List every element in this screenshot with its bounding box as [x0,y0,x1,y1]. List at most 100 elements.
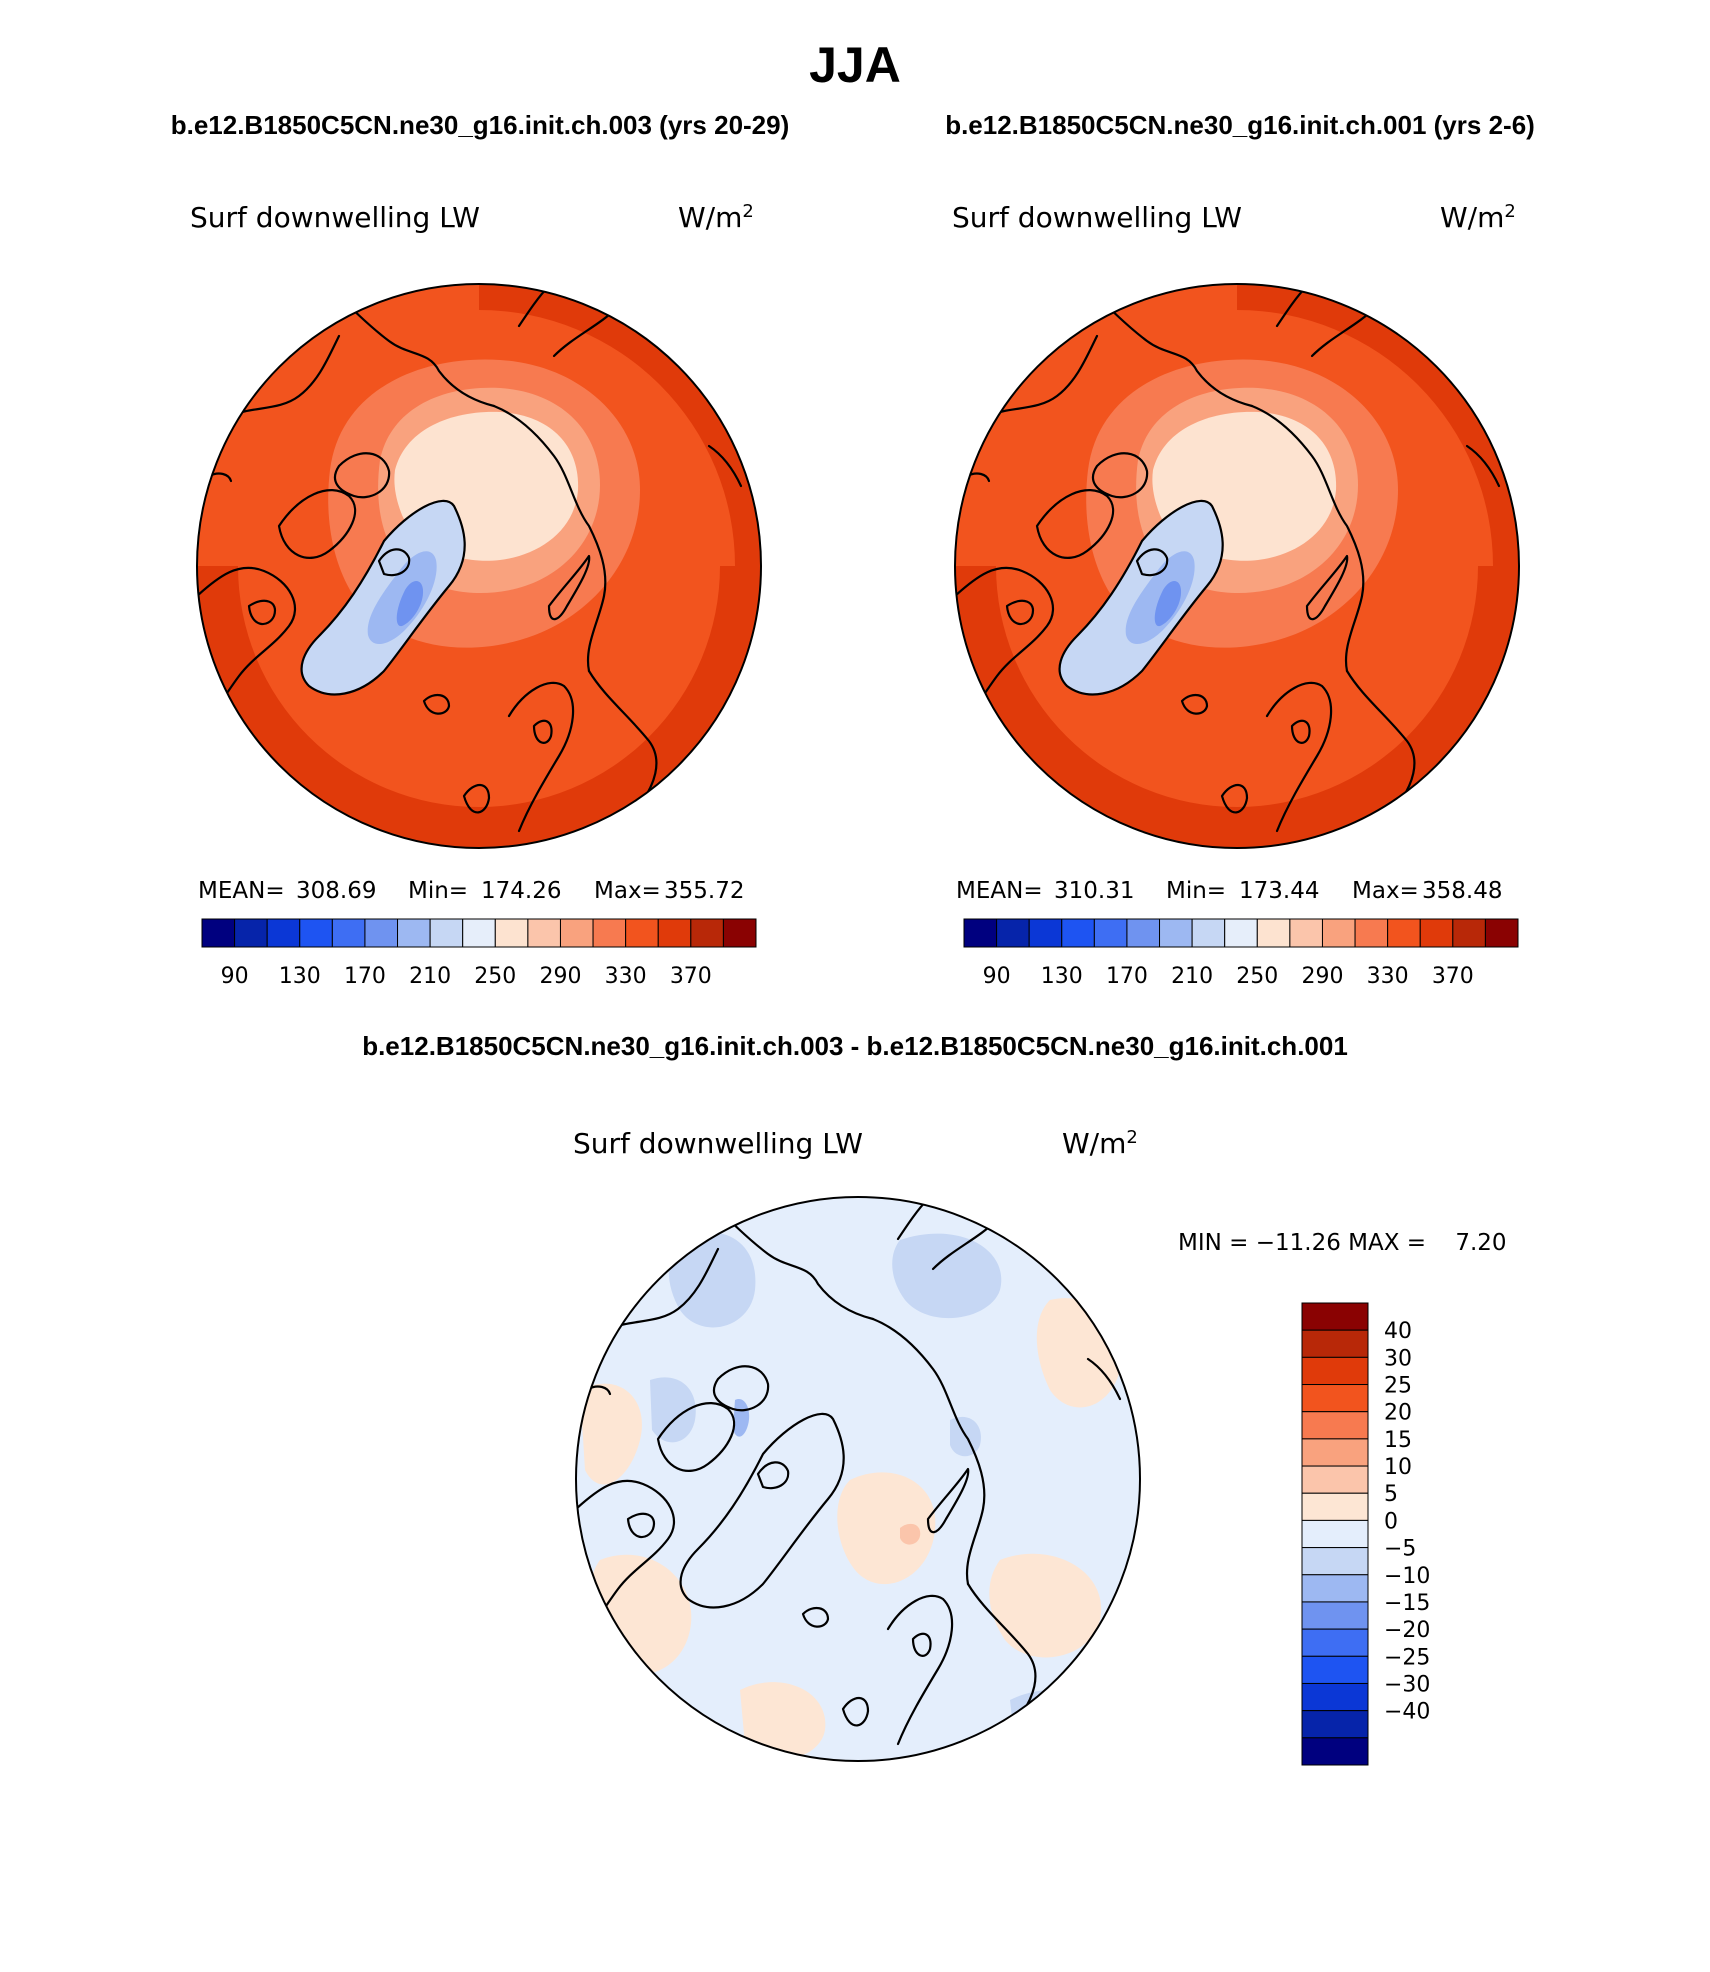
panel-left-variable: Surf downwelling LW [190,201,480,234]
panel-right-units-exp: 2 [1504,201,1515,222]
map-field-greenland-3 [1154,581,1182,627]
panel-diff-colorbar-tick-label: −40 [1384,1700,1430,1725]
panel-left-colorbar-swatch-13 [625,918,659,948]
map-field-warm-ring [479,284,761,566]
map-field-outer-band [955,566,1519,848]
panel-diff-colorbar-swatch-14 [1301,1682,1369,1712]
panel-diff-colorbar-tick-label: 10 [1384,1455,1412,1480]
map-field-warm-patch-1 [580,1383,642,1485]
panel-diff-colorbar-swatch-13 [1301,1655,1369,1684]
panel-right-colorbar-swatch-11 [1321,918,1356,948]
panel-diff-colorbar-tick-label: 0 [1384,1509,1398,1534]
panel-diff-colorbar-tick-label: −10 [1384,1564,1430,1589]
panel-right-colorbar-swatch-15 [1452,918,1486,948]
panel-left-colorbar-swatch-16 [722,918,757,948]
panel-left-units-exp: 2 [742,201,753,222]
panel-left-units: W/m2 [678,201,754,234]
panel-diff-colorbar-tick-label: 40 [1384,1319,1412,1344]
panel-diff-units: W/m2 [1062,1127,1138,1160]
panel-diff-colorbar-swatch-6 [1301,1465,1369,1494]
panel-diff-variable: Surf downwelling LW [573,1127,863,1160]
panel-diff-colorbar-swatch-9 [1301,1547,1369,1576]
panel-right-colorbar-swatch-16 [1484,918,1519,948]
panel-right-colorbar-swatch-0 [963,918,998,948]
panel-left-colorbar-swatch-11 [559,918,594,948]
map-field-cool-patch-6 [733,1399,750,1437]
panel-left-colorbar-swatch-7 [429,918,464,948]
panel-left-colorbar-swatch-0 [201,918,236,948]
map-field-warm-patch-7 [900,1523,921,1545]
panel-right-colorbar-swatch-12 [1354,918,1389,948]
panel-left-colorbar-tick-label: 250 [474,964,516,989]
panel-left-colorbar-swatch-5 [364,918,399,948]
panel-diff-colorbar-tick-label: 5 [1384,1482,1398,1507]
panel-right-max-label: Max= [1352,878,1419,904]
panel-left-colorbar-swatch-1 [234,918,268,948]
panel-diff: Surf downwelling LW W/m2 MIN = −11.26 MA… [573,1127,1507,1766]
panel-right-colorbar-tick-label: 130 [1041,964,1083,989]
panel-left-case-title: b.e12.B1850C5CN.ne30_g16.init.ch.003 (yr… [171,110,790,140]
panel-diff-colorbar-swatch-5 [1301,1438,1369,1467]
panel-diff-colorbar-tick-label: −25 [1384,1645,1430,1670]
panel-right-variable: Surf downwelling LW [952,201,1242,234]
panel-left-colorbar-swatch-6 [397,918,431,948]
panel-left-stats: MEAN= 308.69 Min= 174.26 Max= 355.72 [198,878,744,904]
panel-right-units: W/m2 [1440,201,1516,234]
panel-left-colorbar-swatch-8 [462,918,496,948]
panel-right-colorbar-swatch-5 [1126,918,1161,948]
figure-title: JJA [809,37,901,93]
panel-left-max-label: Max= [594,878,661,904]
panel-right-min-value: 173.44 [1239,878,1319,904]
panel-right-colorbar-swatch-4 [1093,918,1128,948]
panel-left-max-value: 355.72 [664,878,744,904]
panel-right-max-value: 358.48 [1422,878,1502,904]
panel-left-colorbar-tick-label: 130 [279,964,321,989]
panel-diff-units-exp: 2 [1126,1127,1137,1148]
panel-diff-colorbar-tick-label: −15 [1384,1591,1430,1616]
panel-right-colorbar-swatch-13 [1387,918,1421,948]
panel-right-colorbar-tick-label: 250 [1236,964,1278,989]
panel-diff-colorbar-tick-label: 15 [1384,1428,1412,1453]
panel-left-colorbar-swatch-12 [592,918,627,948]
map-field-cool-patch-4 [1010,1690,1096,1760]
panel-right-colorbar-swatch-8 [1224,918,1258,948]
panel-diff-colorbar-swatch-1 [1301,1329,1369,1358]
panel-diff-colorbar-swatch-11 [1301,1601,1369,1630]
panel-right-colorbar-tick-label: 90 [983,964,1011,989]
panel-left-mean-value: 308.69 [296,878,376,904]
panel-right-map [955,284,1519,848]
panel-right-map-rim [954,283,1520,849]
panel-left-colorbar-swatch-14 [657,918,692,948]
panel-left-colorbar-swatch-10 [527,918,561,948]
panel-right-colorbar-swatch-7 [1191,918,1226,948]
panel-diff-colorbar-tick-label: −5 [1384,1537,1416,1562]
panel-left-colorbar-swatch-15 [690,918,724,948]
panel-diff-colorbar-swatch-7 [1301,1492,1369,1521]
panel-diff-map [576,1197,1140,1761]
panel-diff-units-base: W/m [1062,1127,1126,1160]
panel-left-map-rim [196,283,762,849]
panel-left-colorbar-swatch-2 [266,918,301,948]
panel-left-colorbar-tick-label: 170 [344,964,386,989]
panel-right-colorbar-tick-label: 370 [1432,964,1474,989]
panel-right-colorbar-swatch-10 [1289,918,1323,948]
panel-diff-colorbar-tick-label: −30 [1384,1672,1430,1697]
panel-right-colorbar-tick-label: 330 [1367,964,1409,989]
panel-left-colorbar-swatch-3 [299,918,333,948]
panel-right-colorbar-swatch-14 [1419,918,1454,948]
panel-diff-colorbar-tick-label: 20 [1384,1401,1412,1426]
panel-left-colorbar-swatch-9 [494,918,529,948]
panel-right-colorbar: 90 130 170 210 250 290 330 370 [963,918,1519,989]
diff-title: b.e12.B1850C5CN.ne30_g16.init.ch.003 - b… [362,1031,1348,1061]
panel-diff-colorbar-swatch-8 [1301,1519,1369,1549]
map-field-warm-patch-3 [837,1472,936,1585]
map-field-warm-patch-6 [740,1682,826,1760]
panel-right-colorbar-tick-label: 170 [1106,964,1148,989]
panel-diff-colorbar-tick-label: 30 [1384,1346,1412,1371]
panel-diff-stats: MIN = −11.26 MAX = 7.20 [1178,1230,1507,1256]
panel-diff-colorbar-swatch-4 [1301,1411,1369,1440]
panel-diff-colorbar-swatch-3 [1301,1384,1369,1413]
panel-right: Surf downwelling LW W/m2 MEAN= 310.31 Mi… [952,201,1520,989]
